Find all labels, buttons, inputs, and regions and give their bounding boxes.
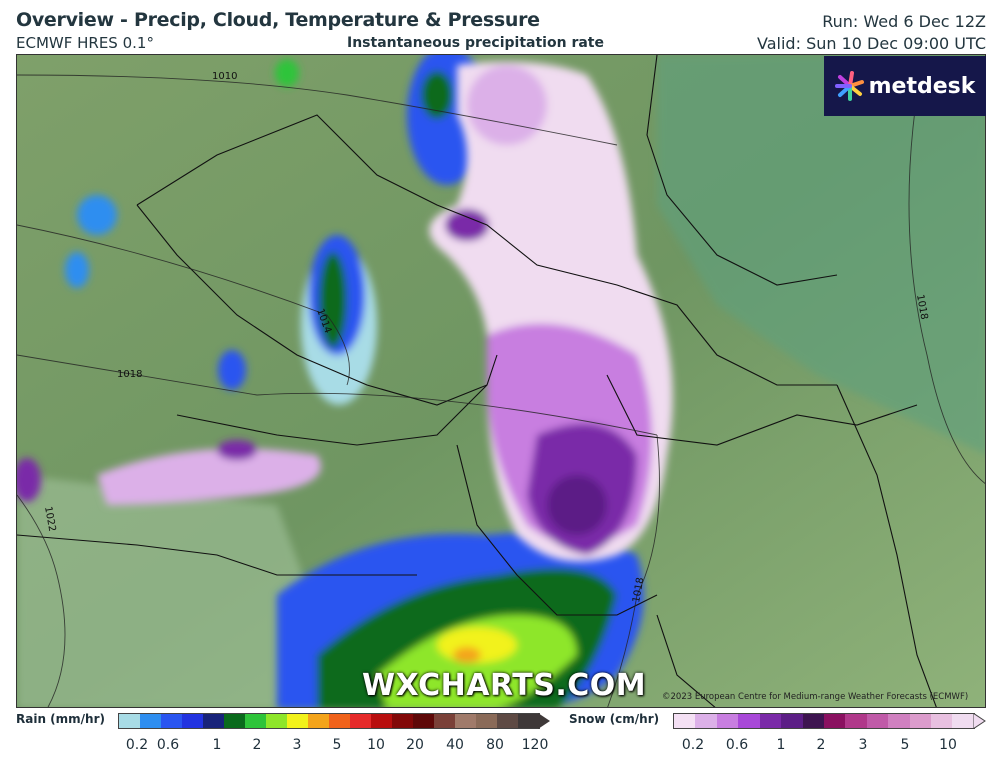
watermark: WXCHARTS.COM bbox=[362, 668, 647, 703]
rain-tick-label: 3 bbox=[292, 737, 302, 753]
rain-tick-label: 10 bbox=[367, 737, 385, 753]
rain-colorbar bbox=[118, 713, 540, 729]
cloud-region bbox=[657, 55, 985, 455]
snow-color-swatch bbox=[931, 714, 953, 728]
rain-color-swatch bbox=[455, 714, 476, 728]
rain-tick-label: 120 bbox=[521, 737, 549, 753]
snow-cells bbox=[17, 61, 673, 562]
snow-tick-label: 3 bbox=[858, 737, 868, 753]
logo-text: metdesk bbox=[868, 73, 976, 99]
snow-color-swatch bbox=[888, 714, 910, 728]
snow-colorbar bbox=[673, 713, 975, 729]
snow-color-swatch bbox=[823, 714, 846, 728]
rain-color-swatch bbox=[287, 714, 308, 728]
snow-tick-label: 2 bbox=[816, 737, 826, 753]
isobar-labels: 1010 1014 1018 1018 1018 1022 bbox=[42, 71, 929, 604]
snow-color-swatch bbox=[802, 714, 824, 728]
isobar-label: 1022 bbox=[42, 506, 57, 533]
rain-color-swatch bbox=[329, 714, 350, 728]
rain-tick-label: 80 bbox=[486, 737, 504, 753]
rain-color-swatch bbox=[224, 714, 245, 728]
snow-tick-label: 5 bbox=[900, 737, 910, 753]
rain-color-swatch bbox=[518, 714, 539, 728]
model-label: ECMWF HRES 0.1° bbox=[16, 34, 154, 52]
rain-legend-label: Rain (mm/hr) bbox=[16, 712, 105, 726]
snow-color-swatch bbox=[781, 714, 803, 728]
snow-tick-label: 10 bbox=[939, 737, 957, 753]
snow-color-swatch bbox=[845, 714, 867, 728]
snow-tick-label: 1 bbox=[776, 737, 786, 753]
snow-color-swatch bbox=[674, 714, 696, 728]
rain-color-swatch bbox=[182, 714, 203, 728]
chart-title: Overview - Precip, Cloud, Temperature & … bbox=[16, 9, 540, 31]
isobar-label: 1018 bbox=[914, 294, 929, 321]
snow-color-swatch bbox=[695, 714, 717, 728]
valid-time: Valid: Sun 10 Dec 09:00 UTC bbox=[757, 34, 986, 53]
map-canvas: 1010 1014 1018 1018 1018 1022 bbox=[17, 55, 985, 707]
copyright: ©2023 European Centre for Medium-range W… bbox=[662, 692, 969, 702]
rain-color-swatch bbox=[434, 714, 455, 728]
rain-color-swatch bbox=[119, 714, 140, 728]
metdesk-burst-icon bbox=[834, 71, 864, 101]
rain-tick-label: 20 bbox=[406, 737, 424, 753]
rain-color-swatch bbox=[308, 714, 329, 728]
alps-region bbox=[17, 475, 317, 707]
snow-colorbar-arrow bbox=[973, 713, 986, 729]
snow-tick-label: 0.2 bbox=[681, 737, 705, 753]
rain-color-swatch bbox=[266, 714, 287, 728]
rain-color-swatch bbox=[161, 714, 182, 728]
rain-tick-label: 2 bbox=[252, 737, 262, 753]
snow-color-swatch bbox=[759, 714, 782, 728]
snow-color-swatch bbox=[909, 714, 932, 728]
metdesk-logo: metdesk bbox=[824, 56, 986, 116]
chart-subtitle: Instantaneous precipitation rate bbox=[347, 35, 604, 51]
isobar-label: 1010 bbox=[212, 71, 237, 82]
rain-tick-label: 0.6 bbox=[156, 737, 180, 753]
snow-color-swatch bbox=[866, 714, 889, 728]
rain-color-swatch bbox=[476, 714, 497, 728]
snow-legend-label: Snow (cm/hr) bbox=[569, 712, 660, 726]
snow-tick-label: 0.6 bbox=[725, 737, 749, 753]
isobar-label: 1018 bbox=[631, 577, 646, 604]
country-borders bbox=[17, 55, 937, 707]
rain-color-swatch bbox=[203, 714, 224, 728]
snow-color-swatch bbox=[738, 714, 760, 728]
rain-tick-label: 1 bbox=[212, 737, 222, 753]
rain-color-swatch bbox=[497, 714, 518, 728]
rain-tick-label: 5 bbox=[332, 737, 342, 753]
rain-color-swatch bbox=[140, 714, 161, 728]
rain-tick-label: 0.2 bbox=[125, 737, 149, 753]
rain-color-swatch bbox=[371, 714, 392, 728]
weather-map[interactable]: 1010 1014 1018 1018 1018 1022 bbox=[16, 54, 986, 708]
rain-color-swatch bbox=[413, 714, 434, 728]
isobars bbox=[17, 74, 985, 707]
rain-colorbar-arrow bbox=[538, 713, 550, 729]
rain-tick-label: 40 bbox=[446, 737, 464, 753]
rain-color-swatch bbox=[245, 714, 266, 728]
snow-color-swatch bbox=[716, 714, 739, 728]
isobar-label: 1018 bbox=[117, 369, 142, 380]
snow-color-swatch bbox=[952, 714, 974, 728]
rain-color-swatch bbox=[392, 714, 413, 728]
run-time: Run: Wed 6 Dec 12Z bbox=[822, 12, 986, 31]
rain-color-swatch bbox=[350, 714, 371, 728]
